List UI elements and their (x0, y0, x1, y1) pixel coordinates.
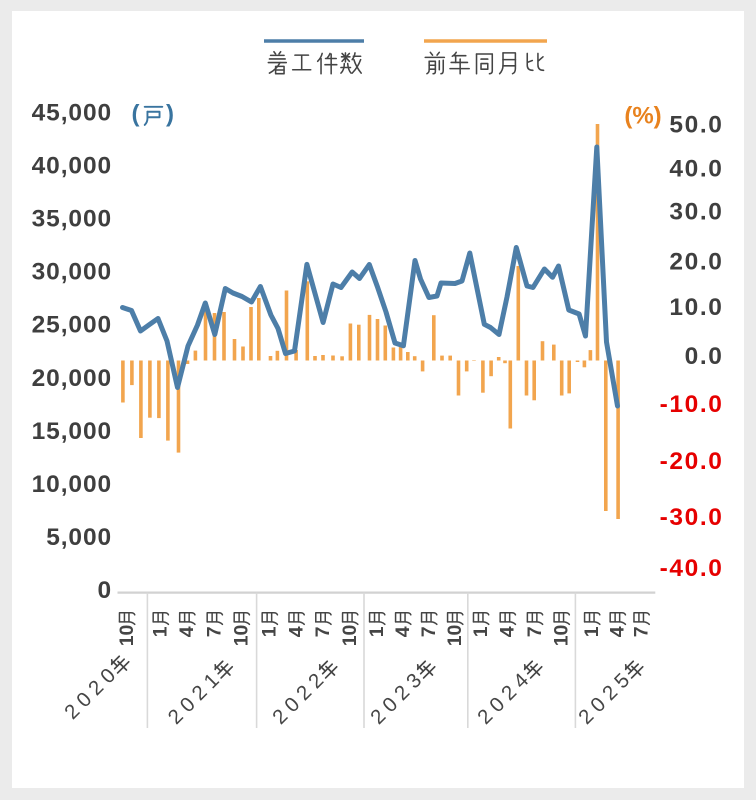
svg-text:30,000: 30,000 (32, 259, 112, 286)
svg-text:4: 4 (285, 626, 307, 637)
svg-text:10: 10 (231, 624, 253, 646)
svg-text:30.0: 30.0 (669, 199, 723, 226)
svg-text:0.0: 0.0 (685, 343, 724, 370)
svg-text:25,000: 25,000 (32, 312, 112, 339)
svg-text:4: 4 (497, 626, 519, 637)
svg-text:7: 7 (312, 626, 334, 637)
svg-text:4: 4 (176, 626, 198, 637)
svg-text:-20.0: -20.0 (660, 448, 724, 475)
svg-text:-30.0: -30.0 (660, 504, 724, 531)
svg-text:40,000: 40,000 (32, 153, 112, 180)
svg-text:-10.0: -10.0 (660, 391, 724, 418)
svg-text:1: 1 (470, 626, 492, 637)
svg-text:1: 1 (366, 626, 388, 637)
svg-text:15,000: 15,000 (32, 418, 112, 445)
svg-text:4: 4 (392, 626, 414, 637)
svg-text:): ) (166, 101, 174, 128)
svg-text:1: 1 (150, 626, 172, 637)
svg-text:10: 10 (116, 624, 138, 646)
svg-text:35,000: 35,000 (32, 206, 112, 233)
svg-text:4: 4 (607, 626, 629, 637)
svg-text:-40.0: -40.0 (660, 555, 724, 582)
svg-text:45,000: 45,000 (32, 100, 112, 127)
svg-text:10: 10 (551, 624, 573, 646)
svg-text:7: 7 (204, 626, 226, 637)
svg-text:7: 7 (418, 626, 440, 637)
svg-text:50.0: 50.0 (669, 111, 723, 138)
svg-text:7: 7 (630, 626, 652, 637)
svg-text:10,000: 10,000 (32, 471, 112, 498)
svg-text:10.0: 10.0 (669, 294, 723, 321)
svg-text:5,000: 5,000 (46, 524, 112, 551)
svg-text:10: 10 (444, 624, 466, 646)
svg-text:(: ( (132, 101, 140, 128)
svg-text:40.0: 40.0 (669, 155, 723, 182)
svg-text:10: 10 (339, 624, 361, 646)
svg-text:20.0: 20.0 (669, 249, 723, 276)
svg-text:1: 1 (581, 626, 603, 637)
svg-text:7: 7 (524, 626, 546, 637)
svg-text:(%): (%) (624, 103, 661, 130)
svg-text:20,000: 20,000 (32, 365, 112, 392)
svg-text:1: 1 (259, 626, 281, 637)
svg-text:0: 0 (97, 577, 112, 604)
